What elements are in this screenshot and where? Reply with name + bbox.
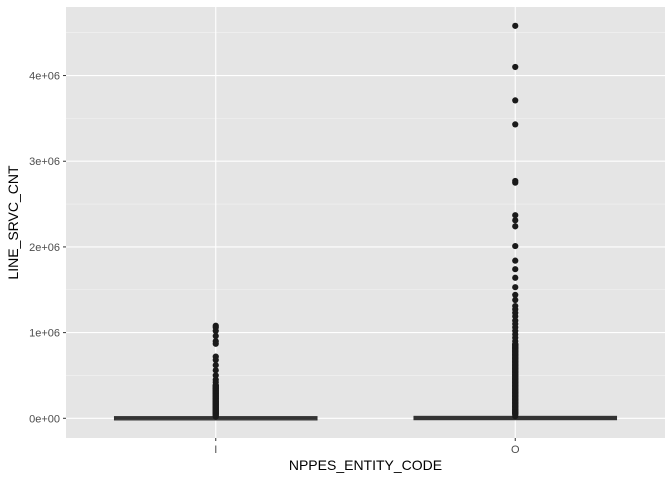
outlier-point — [512, 97, 519, 104]
x-tick-label: O — [511, 444, 520, 456]
outlier-point — [512, 296, 519, 304]
outlier-point — [512, 121, 519, 128]
outlier-point — [212, 372, 219, 379]
outlier-point — [212, 413, 219, 420]
outlier-point — [512, 266, 519, 273]
y-tick-label: 4e+06 — [29, 71, 60, 83]
outlier-point — [512, 291, 519, 299]
box-group-O — [413, 22, 618, 421]
outlier-point — [512, 242, 519, 250]
outlier-point — [512, 284, 519, 291]
outlier-point — [512, 413, 519, 420]
outlier-point — [512, 313, 519, 320]
outlier-point — [512, 223, 519, 230]
outlier-point — [512, 217, 519, 224]
outlier-point — [212, 327, 219, 334]
outlier-point — [512, 179, 519, 186]
y-tick-label: 1e+06 — [29, 328, 60, 340]
outlier-point — [512, 63, 519, 71]
box-group-I — [113, 322, 318, 421]
outlier-point — [212, 332, 219, 340]
outlier-point — [212, 356, 219, 364]
y-tick-label: 3e+06 — [29, 156, 60, 168]
y-tick-label: 2e+06 — [29, 242, 60, 254]
x-tick-label: I — [214, 444, 217, 456]
outlier-point — [512, 257, 519, 264]
plot-panel — [66, 7, 665, 438]
outlier-point — [512, 22, 519, 29]
y-axis-title: LINE_SRVC_CNT — [5, 165, 21, 280]
outlier-point — [512, 274, 519, 281]
x-axis-title: NPPES_ENTITY_CODE — [289, 457, 442, 473]
y-tick-label: 0e+00 — [29, 413, 60, 425]
outlier-point — [512, 212, 519, 219]
outlier-point — [212, 367, 219, 374]
outlier-point — [212, 340, 219, 347]
outlier-point — [212, 362, 219, 369]
